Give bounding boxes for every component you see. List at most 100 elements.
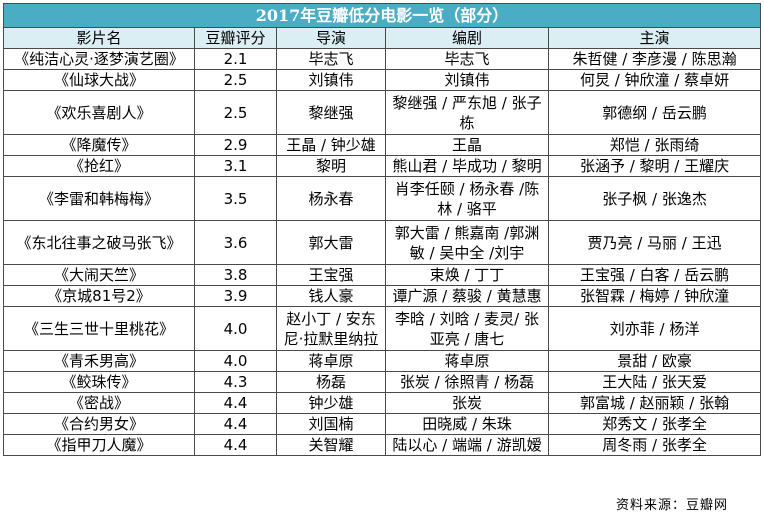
director: 杨磊 (276, 371, 386, 393)
cast: 王宝强 / 白客 / 岳云鹏 (547, 264, 762, 286)
cast: 张智霖 / 梅婷 / 钟欣潼 (547, 285, 762, 307)
writer: 束焕 / 丁丁 (385, 264, 549, 286)
writer: 谭广源 / 蔡骏 / 黄慧惠 (385, 285, 549, 307)
table-row: 《指甲刀人魔》 4.4 关智耀 陆以心 / 端端 / 游凯嫒 周冬雨 / 张孝全 (3, 434, 762, 456)
table-row: 《降魔传》 2.9 王晶 / 钟少雄 王晶 郑恺 / 张雨绮 (3, 134, 762, 156)
film-title: 《大闹天竺》 (3, 264, 195, 286)
douban-score: 3.6 (194, 220, 277, 265)
cast: 张子枫 / 张逸杰 (547, 176, 762, 221)
director: 刘国楠 (276, 413, 386, 435)
writer: 肖李任颐 / 杨永春 /陈林 / 骆平 (385, 176, 549, 221)
table-row: 《京城81号2》 3.9 钱人豪 谭广源 / 蔡骏 / 黄慧惠 张智霖 / 梅婷… (3, 285, 762, 307)
director: 黎继强 (276, 90, 386, 135)
table-row: 《大闹天竺》 3.8 王宝强 束焕 / 丁丁 王宝强 / 白客 / 岳云鹏 (3, 264, 762, 286)
writer: 熊山君 / 毕成功 / 黎明 (385, 155, 549, 177)
movie-table-container: 2017年豆瓣低分电影一览（部分） 影片名 豆瓣评分 导演 编剧 主演 《纯洁心… (2, 3, 762, 456)
cast: 张涵予 / 黎明 / 王耀庆 (547, 155, 762, 177)
writer: 田晓威 / 朱珠 (385, 413, 549, 435)
low-score-movie-table: 2017年豆瓣低分电影一览（部分） 影片名 豆瓣评分 导演 编剧 主演 《纯洁心… (2, 3, 762, 456)
film-title: 《欢乐喜剧人》 (3, 90, 195, 135)
cast: 景甜 / 欧豪 (547, 350, 762, 372)
data-source-note: 资料来源：豆瓣网 (615, 498, 728, 513)
writer: 刘镇伟 (385, 69, 549, 91)
cast: 郑恺 / 张雨绮 (547, 134, 762, 156)
writer: 张炭 (385, 392, 549, 414)
cast: 郭富城 / 赵丽颖 / 张翰 (547, 392, 762, 414)
director: 关智耀 (276, 434, 386, 456)
film-title: 《降魔传》 (3, 134, 195, 156)
film-title: 《京城81号2》 (3, 285, 195, 307)
director: 蒋卓原 (276, 350, 386, 372)
director: 杨永春 (276, 176, 386, 221)
column-header-cast: 主演 (547, 27, 762, 49)
table-row: 《欢乐喜剧人》 2.5 黎继强 黎继强 / 严东旭 / 张子栋 郭德纲 / 岳云… (3, 90, 762, 135)
director: 刘镇伟 (276, 69, 386, 91)
film-title: 《合约男女》 (3, 413, 195, 435)
table-row: 《青禾男高》 4.0 蒋卓原 蒋卓原 景甜 / 欧豪 (3, 350, 762, 372)
writer: 李晗 / 刘晗 / 麦灵/ 张亚亮 / 唐七 (385, 306, 549, 351)
cast: 刘亦菲 / 杨洋 (547, 306, 762, 351)
table-row: 《合约男女》 4.4 刘国楠 田晓威 / 朱珠 郑秀文 / 张孝全 (3, 413, 762, 435)
douban-score: 4.3 (194, 371, 277, 393)
table-row: 《三生三世十里桃花》 4.0 赵小丁 / 安东尼·拉默里纳拉 李晗 / 刘晗 /… (3, 306, 762, 351)
column-header-score: 豆瓣评分 (194, 27, 277, 49)
writer: 毕志飞 (385, 48, 549, 70)
film-title: 《李雷和韩梅梅》 (3, 176, 195, 221)
column-header-film: 影片名 (3, 27, 195, 49)
writer: 王晶 (385, 134, 549, 156)
table-row: 《李雷和韩梅梅》 3.5 杨永春 肖李任颐 / 杨永春 /陈林 / 骆平 张子枫… (3, 176, 762, 221)
table-row: 《抢红》 3.1 黎明 熊山君 / 毕成功 / 黎明 张涵予 / 黎明 / 王耀… (3, 155, 762, 177)
douban-score: 3.8 (194, 264, 277, 286)
douban-score: 2.5 (194, 69, 277, 91)
table-row: 《东北往事之破马张飞》 3.6 郭大雷 郭大雷 / 熊嘉南 /郭渊敏 / 吴中全… (3, 220, 762, 265)
writer: 陆以心 / 端端 / 游凯嫒 (385, 434, 549, 456)
writer: 蒋卓原 (385, 350, 549, 372)
director: 钟少雄 (276, 392, 386, 414)
film-title: 《仙球大战》 (3, 69, 195, 91)
director: 王晶 / 钟少雄 (276, 134, 386, 156)
director: 赵小丁 / 安东尼·拉默里纳拉 (276, 306, 386, 351)
douban-score: 3.9 (194, 285, 277, 307)
film-title: 《鲛珠传》 (3, 371, 195, 393)
douban-score: 2.5 (194, 90, 277, 135)
table-row: 《密战》 4.4 钟少雄 张炭 郭富城 / 赵丽颖 / 张翰 (3, 392, 762, 414)
column-header-writer: 编剧 (385, 27, 549, 49)
cast: 何炅 / 钟欣潼 / 蔡卓妍 (547, 69, 762, 91)
director: 王宝强 (276, 264, 386, 286)
cast: 王大陆 / 张天爱 (547, 371, 762, 393)
director: 郭大雷 (276, 220, 386, 265)
cast: 贾乃亮 / 马丽 / 王迅 (547, 220, 762, 265)
douban-score: 3.5 (194, 176, 277, 221)
film-title: 《纯洁心灵·逐梦演艺圈》 (3, 48, 195, 70)
cast: 郭德纲 / 岳云鹏 (547, 90, 762, 135)
director: 钱人豪 (276, 285, 386, 307)
director: 毕志飞 (276, 48, 386, 70)
header-row: 影片名 豆瓣评分 导演 编剧 主演 (3, 27, 762, 49)
writer: 黎继强 / 严东旭 / 张子栋 (385, 90, 549, 135)
cast: 周冬雨 / 张孝全 (547, 434, 762, 456)
douban-score: 3.1 (194, 155, 277, 177)
douban-score: 4.0 (194, 350, 277, 372)
writer: 张炭 / 徐照青 / 杨磊 (385, 371, 549, 393)
douban-score: 4.0 (194, 306, 277, 351)
film-title: 《青禾男高》 (3, 350, 195, 372)
writer: 郭大雷 / 熊嘉南 /郭渊敏 / 吴中全 /刘宇 (385, 220, 549, 265)
table-row: 《仙球大战》 2.5 刘镇伟 刘镇伟 何炅 / 钟欣潼 / 蔡卓妍 (3, 69, 762, 91)
table-row: 《鲛珠传》 4.3 杨磊 张炭 / 徐照青 / 杨磊 王大陆 / 张天爱 (3, 371, 762, 393)
cast: 朱哲健 / 李彦漫 / 陈思瀚 (547, 48, 762, 70)
column-header-director: 导演 (276, 27, 386, 49)
douban-score: 4.4 (194, 434, 277, 456)
film-title: 《抢红》 (3, 155, 195, 177)
film-title: 《指甲刀人魔》 (3, 434, 195, 456)
douban-score: 2.9 (194, 134, 277, 156)
director: 黎明 (276, 155, 386, 177)
film-title: 《东北往事之破马张飞》 (3, 220, 195, 265)
film-title: 《三生三世十里桃花》 (3, 306, 195, 351)
table-row: 《纯洁心灵·逐梦演艺圈》 2.1 毕志飞 毕志飞 朱哲健 / 李彦漫 / 陈思瀚 (3, 48, 762, 70)
cast: 郑秀文 / 张孝全 (547, 413, 762, 435)
douban-score: 4.4 (194, 413, 277, 435)
douban-score: 2.1 (194, 48, 277, 70)
douban-score: 4.4 (194, 392, 277, 414)
film-title: 《密战》 (3, 392, 195, 414)
table-title: 2017年豆瓣低分电影一览（部分） (2, 3, 762, 28)
